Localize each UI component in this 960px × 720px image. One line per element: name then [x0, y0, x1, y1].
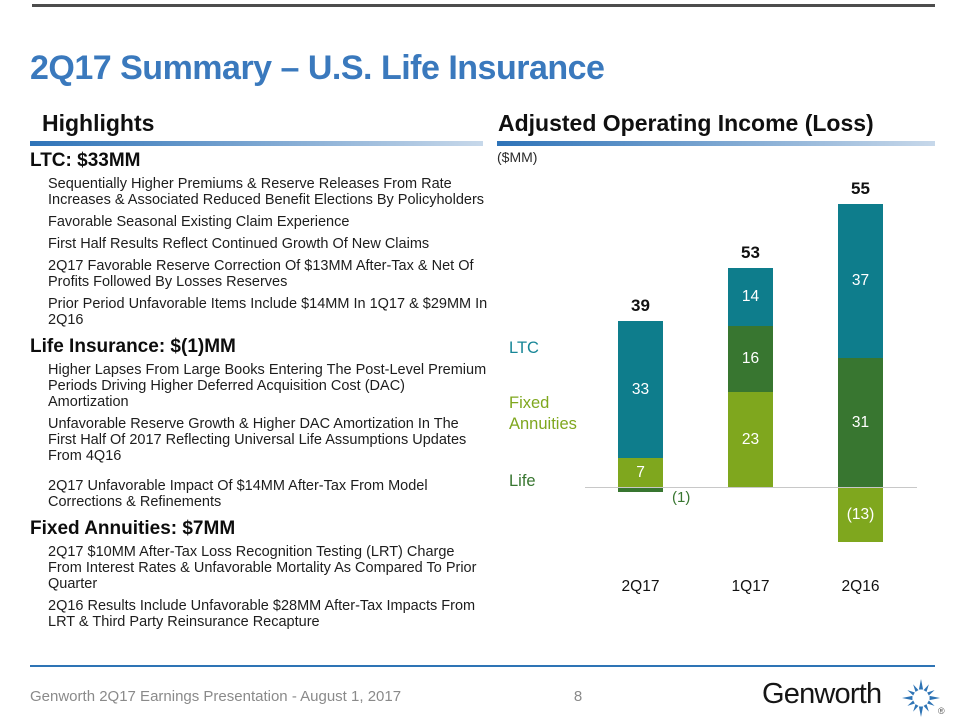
registered-mark: ®: [938, 706, 945, 716]
x-axis-label: 2Q16: [841, 578, 880, 595]
bar-segment-2Q16-life: 31: [838, 358, 883, 487]
bullet: 2Q17 $10MM After-Tax Loss Recognition Te…: [48, 544, 477, 592]
section-title-fixed-annuities: Fixed Annuities: $7MM: [30, 518, 236, 539]
legend-life: Life: [509, 472, 536, 490]
top-rule: [32, 4, 935, 7]
highlights-header: Highlights: [42, 110, 155, 136]
bullet: Favorable Seasonal Existing Claim Experi…: [48, 214, 350, 230]
zero-axis-line: [585, 487, 917, 488]
chart-underline: [497, 141, 935, 146]
highlights-sections: LTC: $33MM Sequentially Higher Premiums …: [30, 148, 492, 636]
bar-segment-2Q16-fixed-annuities: (13): [838, 488, 883, 542]
bullet: Unfavorable Reserve Growth & Higher DAC …: [48, 416, 467, 464]
bullet: 2Q16 Results Include Unfavorable $28MM A…: [48, 598, 476, 630]
section-title-life: Life Insurance: $(1)MM: [30, 336, 236, 357]
section-title-ltc: LTC: $33MM: [30, 150, 141, 171]
genworth-logo-text: Genworth: [762, 678, 882, 710]
footer-rule: [30, 665, 935, 667]
x-axis-label: 2Q17: [621, 578, 660, 595]
bar-segment-2Q17-life: [618, 488, 663, 492]
bullet: Higher Lapses From Large Books Entering …: [48, 362, 487, 410]
footer-caption: Genworth 2Q17 Earnings Presentation - Au…: [30, 688, 402, 705]
bar-segment-1Q17-life: 16: [728, 326, 773, 392]
bar-total-label: 55: [851, 179, 870, 198]
stacked-bar-chart: LTC Fixed Annuities Life 7 (1) 33 39 2Q17 23 1…: [497, 166, 940, 614]
bar-total-label: 39: [631, 296, 650, 315]
legend-fixed-annuities: Fixed Annuities: [509, 394, 577, 433]
chart-header: Adjusted Operating Income (Loss): [498, 110, 874, 136]
bullet: Prior Period Unfavorable Items Include $…: [48, 296, 488, 328]
slide-title: 2Q17 Summary – U.S. Life Insurance: [30, 49, 605, 87]
bullet: 2Q17 Favorable Reserve Correction Of $13…: [48, 258, 474, 290]
segment-value-label-outside: (1): [672, 489, 691, 506]
legend-ltc: LTC: [509, 339, 539, 357]
highlights-underline: [30, 141, 483, 146]
bullet: First Half Results Reflect Continued Gro…: [48, 236, 430, 252]
bar-total-label: 53: [741, 243, 760, 262]
genworth-snowflake-icon: [902, 679, 940, 717]
bar-segment-2Q16-ltc: 37: [838, 204, 883, 358]
page-number: 8: [573, 688, 583, 705]
bullet: Sequentially Higher Premiums & Reserve R…: [48, 176, 485, 208]
bar-segment-2Q17-ltc: 33: [618, 321, 663, 458]
bar-segment-1Q17-ltc: 14: [728, 268, 773, 326]
genworth-logo: Genworth ®: [762, 676, 945, 720]
bar-segment-2Q17-fixed-annuities: 7: [618, 458, 663, 487]
bullet: 2Q17 Unfavorable Impact Of $14MM After-T…: [48, 478, 428, 510]
bar-segment-1Q17-fixed-annuities: 23: [728, 392, 773, 487]
x-axis-label: 1Q17: [731, 578, 770, 595]
chart-units-label: ($MM): [497, 149, 538, 165]
